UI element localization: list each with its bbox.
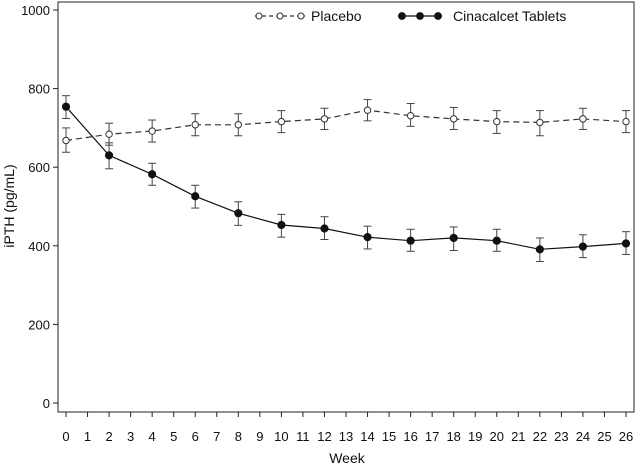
data-point	[578, 242, 588, 251]
data-point	[191, 192, 200, 201]
x-tick-label: 23	[554, 429, 568, 444]
data-point	[621, 239, 631, 248]
x-tick-label: 14	[360, 429, 374, 444]
data-point	[61, 102, 71, 111]
legend-label: Cinacalcet Tablets	[453, 8, 566, 24]
data-point	[363, 233, 372, 242]
x-tick-label: 2	[105, 429, 112, 444]
x-tick-label: 13	[339, 429, 353, 444]
plot-frame	[57, 1, 635, 413]
x-tick-label: 4	[149, 429, 156, 444]
y-tick-label: 800	[28, 82, 50, 97]
data-point	[406, 236, 415, 245]
x-tick-label: 6	[192, 429, 199, 444]
data-point	[363, 106, 372, 114]
legend-marker	[398, 12, 406, 20]
data-point	[105, 130, 113, 138]
series-placebo	[62, 99, 630, 153]
x-tick-label: 7	[213, 429, 220, 444]
legend-item-placebo: Placebo	[255, 8, 362, 24]
x-tick-label: 21	[511, 429, 525, 444]
data-point	[234, 121, 243, 129]
data-point	[277, 117, 286, 126]
legend-marker	[297, 12, 305, 20]
series-cinacalcet	[61, 95, 631, 263]
x-tick-label: 8	[235, 429, 242, 444]
data-point	[449, 233, 458, 243]
data-point	[104, 151, 114, 160]
y-tick-label: 200	[28, 317, 50, 332]
data-point	[320, 224, 329, 233]
y-tick-label: 0	[43, 396, 50, 411]
x-tick-label: 10	[274, 429, 288, 444]
data-point	[535, 245, 544, 254]
data-point	[536, 118, 544, 127]
x-tick-label: 22	[533, 429, 547, 444]
data-point	[277, 220, 286, 230]
series-line	[65, 106, 627, 250]
y-axis-title: iPTH (pg/mL)	[1, 164, 17, 247]
x-tick-label: 11	[296, 429, 310, 444]
data-point	[622, 117, 630, 126]
data-point	[191, 121, 199, 129]
y-tick-label: 400	[28, 239, 50, 254]
series-line	[65, 109, 627, 142]
x-tick-label: 17	[425, 429, 439, 444]
legend-marker	[416, 12, 424, 20]
legend-marker	[434, 12, 442, 20]
x-tick-label: 25	[597, 429, 611, 444]
data-point	[493, 117, 501, 126]
x-tick-label: 16	[403, 429, 417, 444]
x-tick-label: 12	[317, 429, 331, 444]
data-point	[449, 115, 458, 123]
data-point	[406, 112, 415, 120]
data-point	[579, 115, 587, 123]
data-point	[320, 115, 329, 123]
x-tick-label: 9	[256, 429, 263, 444]
data-point	[62, 136, 70, 145]
x-tick-label: 26	[619, 429, 633, 444]
data-point	[148, 170, 157, 179]
data-point	[148, 127, 156, 135]
y-tick-label: 1000	[21, 3, 50, 18]
x-axis-title: Week	[329, 450, 366, 466]
legend-marker	[276, 12, 284, 20]
y-tick-label: 600	[28, 160, 50, 175]
x-tick-label: 3	[127, 429, 134, 444]
x-tick-label: 5	[170, 429, 177, 444]
legend-item-cinacalcet: Cinacalcet Tablets	[398, 8, 566, 24]
legend-label: Placebo	[311, 8, 362, 24]
x-tick-label: 1	[84, 429, 91, 444]
x-tick-label: 20	[490, 429, 504, 444]
plot-area	[61, 95, 631, 263]
x-tick-label: 19	[468, 429, 482, 444]
x-tick-label: 15	[382, 429, 396, 444]
data-point	[234, 209, 243, 218]
x-tick-label: 24	[576, 429, 590, 444]
x-tick-label: 0	[62, 429, 69, 444]
legend: Placebo Cinacalcet Tablets	[255, 8, 566, 24]
legend-marker	[255, 12, 263, 20]
x-tick-label: 18	[446, 429, 460, 444]
data-point	[492, 236, 501, 245]
